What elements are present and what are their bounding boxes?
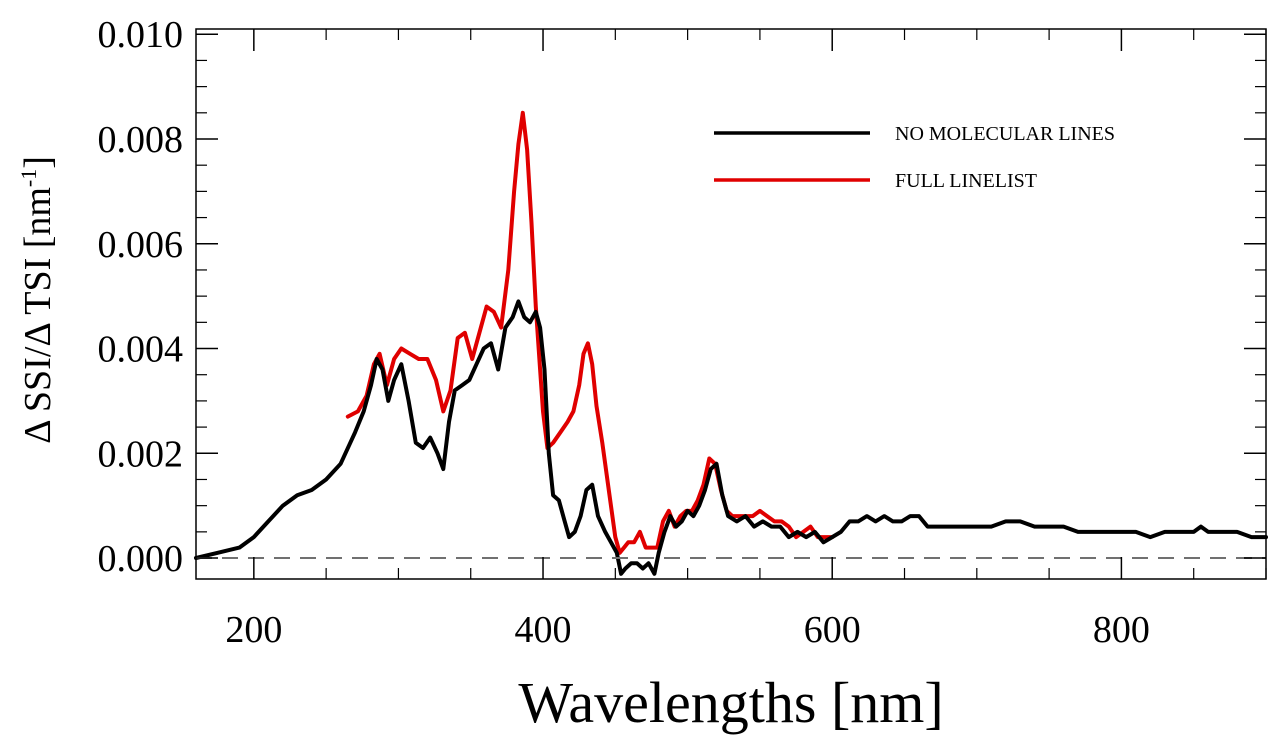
x-tick-label: 800	[1093, 609, 1150, 651]
plot-frame	[195, 28, 1267, 580]
y-tick-label: 0.006	[98, 224, 184, 266]
y-tick-label: 0.010	[98, 14, 184, 56]
series-layer	[194, 110, 1268, 576]
y-tick-label: 0.000	[98, 538, 184, 580]
legend: NO MOLECULAR LINES FULL LINELIST	[714, 123, 1115, 192]
x-tick-label: 400	[515, 609, 572, 651]
x-tick-label: 600	[804, 609, 861, 651]
y-tick-label: 0.008	[98, 119, 184, 161]
y-axis-title: Δ SSI/Δ TSI [nm-1]	[16, 156, 59, 444]
legend-label: NO MOLECULAR LINES	[895, 123, 1115, 145]
series-line-1	[345, 110, 835, 555]
series-line-2	[194, 299, 1268, 576]
y-tick-label: 0.002	[98, 433, 184, 475]
ticks-layer	[196, 29, 1267, 579]
tick-labels-layer: 200 400 600 800 0.000 0.002 0.004 0.006 0.008 0.0…	[98, 14, 1150, 651]
y-tick-label: 0.004	[98, 329, 184, 371]
x-axis-title: Wavelengths [nm]	[518, 670, 943, 735]
y-axis-title-close: ]	[17, 156, 59, 169]
y-axis-title-superscript: -1	[16, 169, 41, 187]
y-axis-title-base: Δ SSI/Δ TSI [nm	[17, 187, 59, 444]
legend-label: FULL LINELIST	[895, 170, 1037, 192]
x-tick-label: 200	[225, 609, 282, 651]
